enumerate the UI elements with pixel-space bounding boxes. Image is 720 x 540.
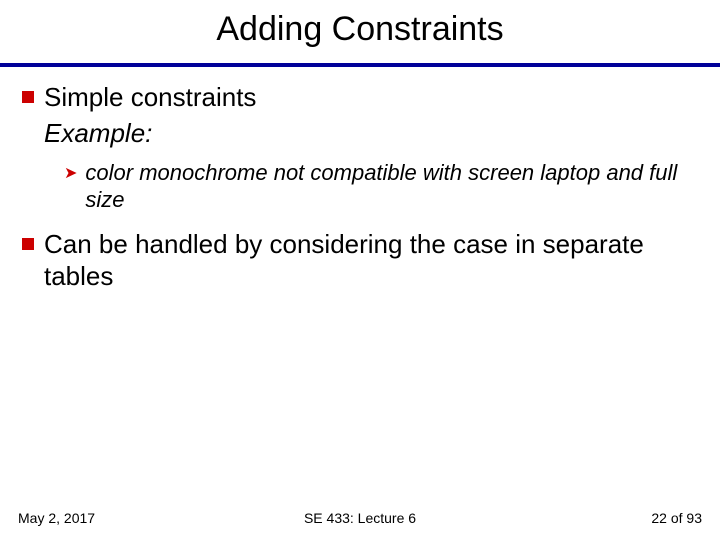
page-current: 22 [651,510,667,526]
arrow-bullet-icon: ➤ [64,163,77,183]
footer-page: 22 of 93 [651,510,702,526]
sub-bullet-1: ➤ color monochrome not compatible with s… [64,159,698,214]
example-label: Example: [44,118,698,149]
bullet-1-text: Simple constraints [44,81,256,114]
footer-center: SE 433: Lecture 6 [304,510,416,526]
sub-bullet-1-text: color monochrome not compatible with scr… [85,159,698,214]
footer-date: May 2, 2017 [18,510,95,526]
slide-title: Adding Constraints [0,0,720,63]
bullet-1: Simple constraints [22,81,698,114]
bullet-2: Can be handled by considering the case i… [22,228,698,293]
square-bullet-icon [22,238,34,250]
bullet-2-text: Can be handled by considering the case i… [44,228,698,293]
page-total: of 93 [667,510,702,526]
square-bullet-icon [22,91,34,103]
footer: May 2, 2017 SE 433: Lecture 6 22 of 93 [0,510,720,526]
content-area: Simple constraints Example: ➤ color mono… [0,67,720,293]
